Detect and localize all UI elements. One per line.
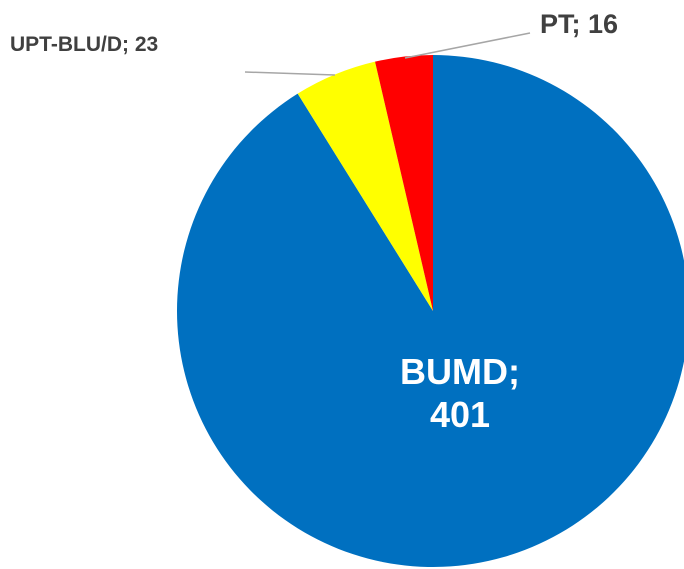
pie-slice	[375, 55, 433, 311]
data-label: UPT-BLU/D; 23	[10, 33, 159, 56]
pie-slice	[177, 55, 684, 567]
leader-line	[244, 71, 336, 76]
leader-line	[404, 32, 531, 59]
data-label: BUMD; 401	[400, 351, 520, 436]
pie-slice	[297, 61, 433, 311]
data-label: PT; 16	[540, 9, 619, 39]
